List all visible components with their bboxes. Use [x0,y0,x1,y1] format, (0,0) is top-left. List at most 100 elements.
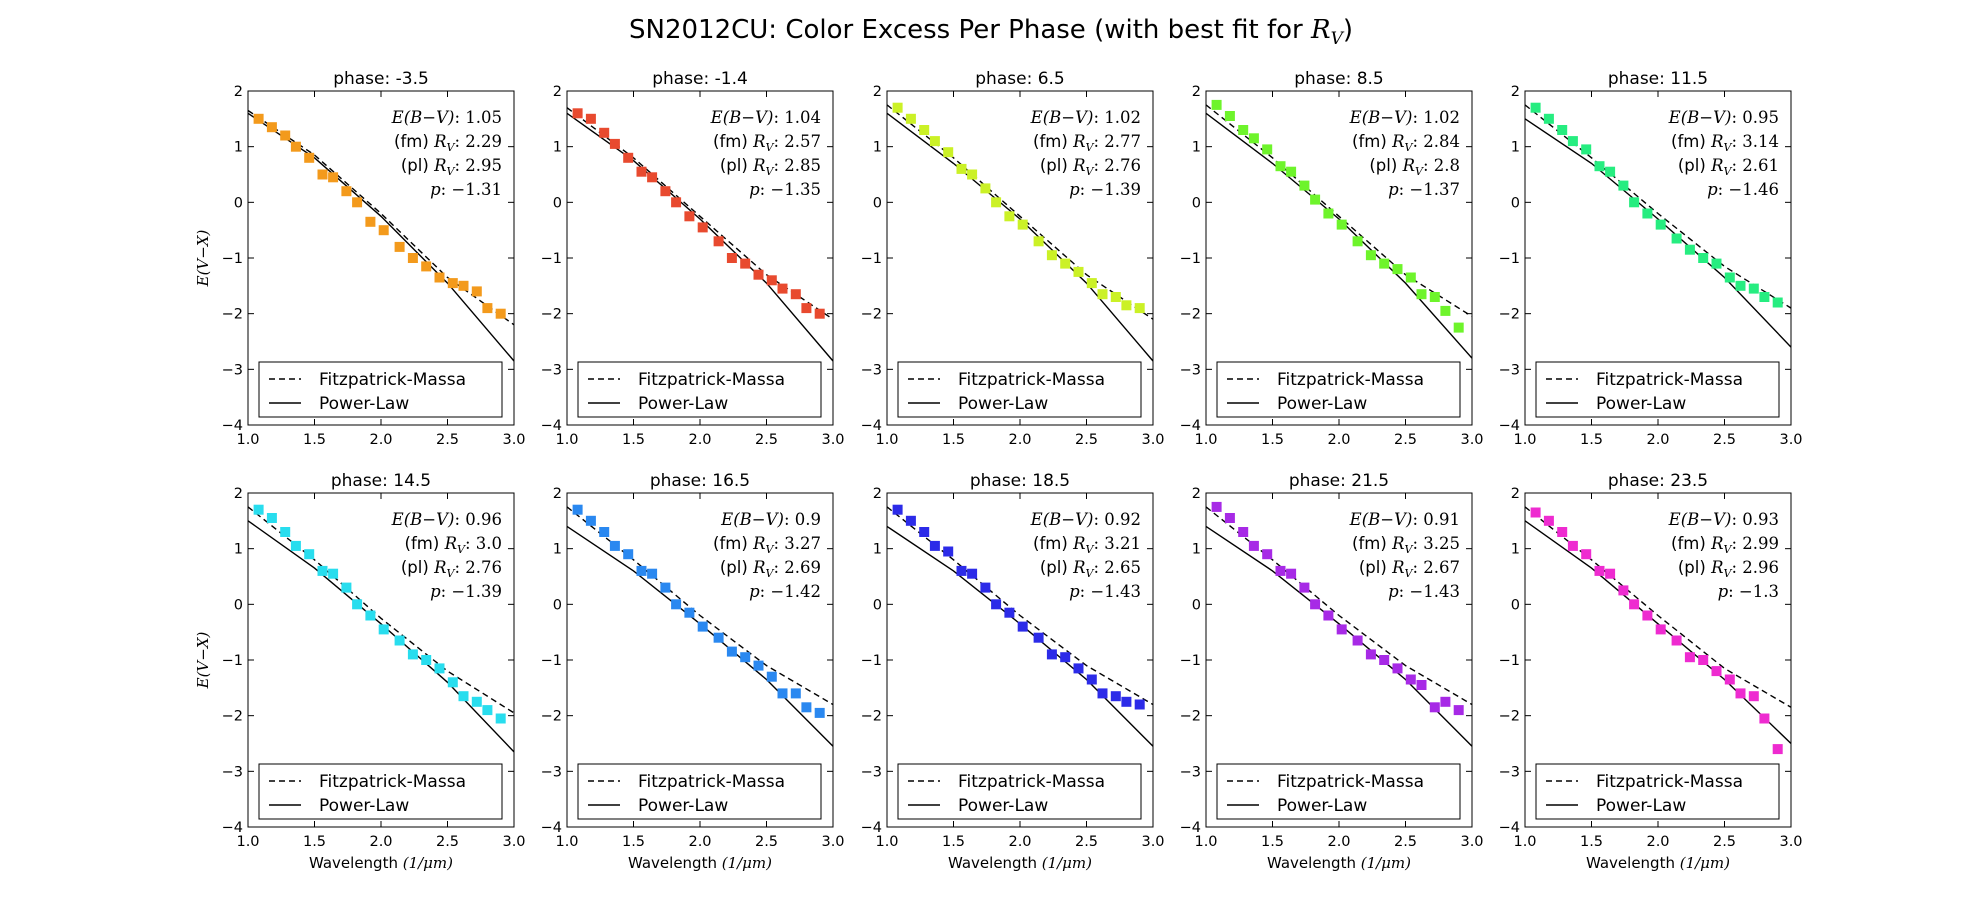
data-point [1323,610,1334,621]
data-point [365,216,376,227]
pl-fit-line [887,112,1153,362]
x-tick-label: 2.5 [436,432,459,448]
x-axis-label-text: Wavelength [1586,854,1680,872]
data-point [1440,305,1451,316]
pl-prefix: (pl) [401,558,434,577]
data-point [740,258,751,269]
data-point [1698,253,1709,263]
rv-sub: V [447,165,456,178]
data-point [328,172,339,183]
legend-fm-label: Fitzpatrick-Massa [1596,772,1743,792]
data-point [1618,585,1629,596]
p-value: : −1.46 [1718,180,1779,199]
data-point [266,513,277,523]
data-point [1310,194,1321,205]
data-point [599,127,610,138]
data-point [1416,289,1427,300]
p-value: : −1.35 [760,180,821,199]
data-point [697,222,708,233]
data-point [290,141,301,152]
pl-fit-line [1525,520,1791,745]
figure-title-math-sub: V [1331,29,1345,49]
rv-label: R [1391,534,1404,553]
rv-pl-value: : 2.69 [773,558,821,577]
legend-box [1535,763,1780,820]
data-point [1567,136,1578,147]
plot-area [567,107,833,362]
data-point [814,707,825,718]
y-tick-label: 0 [234,195,243,211]
y-tick-label: 2 [234,84,243,100]
y-tick-label: −4 [861,820,882,836]
rv-fm-value: : 3.25 [1412,534,1460,553]
data-point [365,610,376,621]
data-point [1121,696,1132,707]
x-tick-label: 1.5 [942,834,965,850]
y-tick-label: −1 [1180,653,1201,669]
data-point [1352,635,1363,646]
y-tick-label: −1 [861,251,882,267]
legend-box [897,763,1142,820]
data-point [352,197,363,208]
data-point [1429,292,1440,302]
data-point [943,147,954,158]
data-point [1772,744,1783,755]
data-point [1262,549,1273,560]
legend-box [577,361,822,418]
ebv-label: E(B−V) [1030,510,1094,529]
data-point [482,705,493,716]
y-axis-label: E(V−X) [194,631,212,689]
data-point [1299,180,1310,191]
y-tick-label: 1 [553,140,562,156]
panel-2: 1.0 1.5 2.0 2.5 3.0 2 1 0 −1 −2 −3 −4 phase: -1.4 E(B… [541,69,845,448]
annotation-rv-pl: (pl) RV: 2.76 [401,558,502,580]
plot-area [248,504,514,753]
panel-9: 1.0 1.5 2.0 2.5 3.0 2 1 0 −1 −2 −3 −4 phase: 21.5 E(B… [1180,471,1484,872]
data-point [1724,674,1735,685]
data-point [740,652,751,663]
data-point [1097,688,1108,699]
data-point [394,241,405,252]
data-point [1248,540,1259,551]
fm-prefix: (fm) [713,132,753,151]
data-point [1336,624,1347,635]
y-tick-label: −2 [1180,709,1201,725]
data-point [1684,244,1695,255]
data-point [609,540,620,551]
data-point [1086,278,1097,289]
panel-title: phase: 6.5 [975,69,1064,89]
y-tick-label: 2 [1192,84,1201,100]
p-label: p [749,582,760,601]
p-value: : −1.3 [1728,582,1779,601]
y-tick-label: −1 [222,653,243,669]
rv-label: R [1402,156,1415,175]
rv-label: R [1710,558,1723,577]
plot-area [887,504,1153,747]
x-axis-label-text: Wavelength [1267,854,1361,872]
data-point [1759,292,1770,302]
x-tick-label: 2.5 [1075,834,1098,850]
data-point [378,225,389,236]
data-point [447,278,458,289]
rv-label: R [433,132,446,151]
annotation-rv-fm: (fm) RV: 3.27 [713,534,821,556]
rv-label: R [752,132,765,151]
data-point [421,655,432,665]
ebv-value: : 0.9 [784,510,821,529]
rv-label: R [444,534,457,553]
data-point [1211,99,1222,110]
data-point [1671,233,1682,244]
y-tick-label: 0 [1192,597,1201,613]
x-axis-label-text: Wavelength [948,854,1042,872]
data-point [1365,250,1376,261]
data-point [1543,515,1554,526]
data-point [801,303,812,314]
y-tick-label: −1 [1499,251,1520,267]
y-tick-label: −1 [1499,653,1520,669]
rv-label: R [1072,558,1085,577]
data-point [777,688,788,699]
rv-fm-value: : 2.57 [773,132,821,151]
y-tick-label: 0 [873,195,882,211]
annotation-rv-fm: (fm) RV: 2.29 [394,132,502,154]
x-tick-label: 3.0 [1460,432,1483,448]
